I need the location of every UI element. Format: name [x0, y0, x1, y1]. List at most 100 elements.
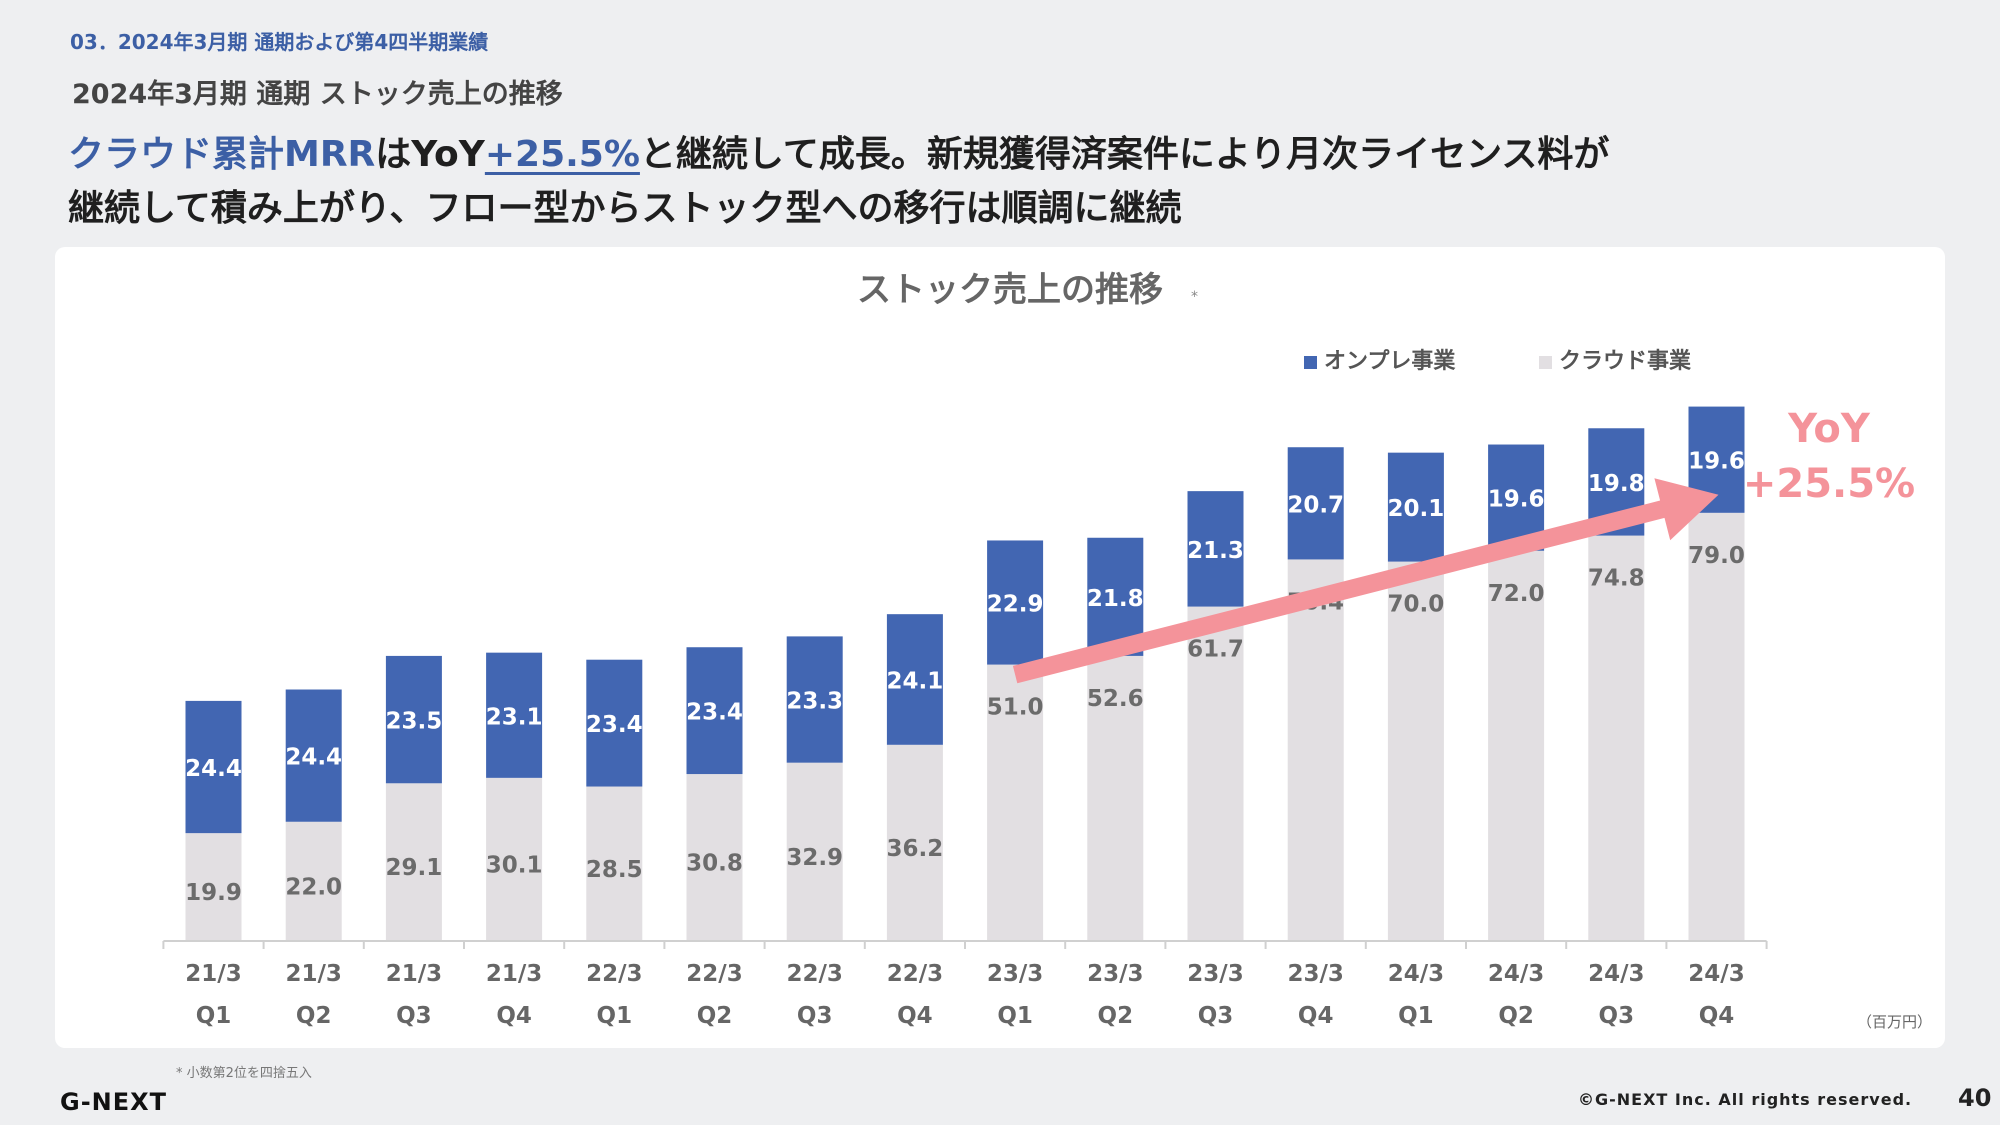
data-label-onpre: 19.6: [1488, 487, 1545, 513]
data-label-cloud: 29.1: [386, 855, 443, 881]
data-label-onpre: 21.8: [1087, 586, 1144, 612]
data-label-cloud: 36.2: [887, 836, 944, 862]
data-label-onpre: 21.3: [1187, 538, 1244, 564]
bar-cloud: [786, 762, 843, 941]
x-tick-label-quarter: Q4: [897, 1003, 933, 1029]
headline-line-2: 継続して積み上がり、フロー型からストック型への移行は順調に継続: [68, 188, 1182, 229]
x-tick-label-year: 22/3: [887, 961, 943, 987]
x-tick-label-quarter: Q2: [1498, 1003, 1534, 1029]
bar-cloud: [1688, 512, 1745, 941]
x-tick-label-quarter: Q2: [296, 1003, 332, 1029]
data-label-cloud: 22.0: [285, 874, 342, 900]
bar-onpre: [285, 689, 342, 822]
x-tick-label-quarter: Q1: [1398, 1003, 1434, 1029]
bar-onpre: [987, 540, 1044, 665]
x-tick-label-year: 21/3: [386, 961, 442, 987]
bar-cloud: [1387, 561, 1444, 941]
page-number: 40: [1958, 1084, 1992, 1112]
stock-revenue-chart: ストック売上の推移 * オンプレ事業 クラウド事業 19.9 24.4 21/3 Q1 22.0…: [162, 270, 1932, 1031]
x-tick-label-quarter: Q3: [1599, 1003, 1635, 1029]
growth-arrow: [1012, 478, 1719, 684]
company-logo: G-NEXT: [60, 1088, 168, 1116]
bar-cloud: [486, 777, 543, 941]
bar-onpre: [586, 659, 643, 787]
data-label-cloud: 30.8: [686, 851, 743, 877]
bar-cloud: [1488, 550, 1545, 941]
x-tick-label-year: 23/3: [1187, 961, 1243, 987]
bar-cloud: [586, 786, 643, 941]
data-label-onpre: 23.4: [686, 700, 743, 726]
x-tick-label-year: 24/3: [1688, 961, 1744, 987]
x-tick-label-year: 22/3: [786, 961, 842, 987]
x-tick-label-year: 22/3: [686, 961, 742, 987]
headline-line-1: クラウド累計MRRはYoY+25.5%と継続して成長。新規獲得済案件により月次ラ…: [68, 128, 1968, 182]
headline: クラウド累計MRRはYoY+25.5%と継続して成長。新規獲得済案件により月次ラ…: [68, 128, 1968, 236]
bar-cloud: [1187, 606, 1244, 941]
x-tick-label-year: 23/3: [1087, 961, 1143, 987]
copyright: ©G-NEXT Inc. All rights reserved.: [1578, 1090, 1913, 1109]
data-label-cloud: 51.0: [987, 695, 1044, 721]
data-label-cloud: 52.6: [1087, 686, 1144, 712]
chart-title: ストック売上の推移: [857, 270, 1163, 310]
bar-cloud: [886, 744, 943, 941]
bar-onpre: [1187, 491, 1244, 607]
data-label-cloud: 32.9: [786, 845, 843, 871]
bar-cloud: [385, 783, 442, 941]
annotation-yoy: YoY: [1787, 406, 1871, 452]
bar-onpre: [185, 700, 242, 834]
data-label-cloud: 30.1: [486, 852, 543, 878]
data-label-onpre: 23.5: [386, 709, 443, 735]
data-label-cloud: 61.7: [1187, 637, 1244, 663]
data-label-cloud: 28.5: [586, 857, 643, 883]
legend-label-onpre: オンプレ事業: [1324, 348, 1456, 374]
x-tick-label-quarter: Q4: [1298, 1003, 1334, 1029]
data-label-onpre: 24.4: [285, 745, 342, 771]
x-tick-label-year: 21/3: [486, 961, 542, 987]
x-tick-label-quarter: Q1: [196, 1003, 232, 1029]
headline-growth-rate: +25.5%: [484, 134, 640, 175]
data-label-cloud: 79.0: [1688, 543, 1745, 569]
data-label-cloud: 72.0: [1488, 581, 1545, 607]
data-label-cloud: 19.9: [185, 880, 242, 906]
chart-title-marker: *: [1191, 289, 1198, 305]
data-label-onpre: 24.1: [887, 668, 944, 694]
data-label-onpre: 20.7: [1287, 492, 1344, 518]
headline-text-b: と継続して成長。新規獲得済案件により月次ライセンス料が: [639, 134, 1610, 175]
x-tick-label-quarter: Q3: [797, 1003, 833, 1029]
bar-cloud: [987, 664, 1044, 941]
headline-highlight: クラウド累計MRR: [68, 134, 376, 175]
data-label-onpre: 19.6: [1688, 449, 1745, 475]
section-label: 03．2024年3月期 通期および第4四半期業績: [70, 30, 489, 54]
x-tick-label-quarter: Q1: [997, 1003, 1033, 1029]
x-tick-label-year: 23/3: [1287, 961, 1343, 987]
chart-card: ストック売上の推移 * オンプレ事業 クラウド事業 19.9 24.4 21/3 Q1 22.0…: [55, 247, 1945, 1048]
x-tick-label-quarter: Q3: [1198, 1003, 1234, 1029]
unit-label: （百万円）: [1857, 1013, 1932, 1031]
bar-onpre: [786, 636, 843, 763]
bar-onpre: [486, 652, 543, 778]
data-label-cloud: 74.8: [1588, 566, 1645, 592]
x-tick-label-quarter: Q4: [1699, 1003, 1735, 1029]
x-tick-label-year: 21/3: [285, 961, 341, 987]
legend-swatch-cloud: [1539, 356, 1552, 369]
x-tick-label-quarter: Q2: [697, 1003, 733, 1029]
bar-onpre: [686, 647, 743, 775]
bar-onpre: [385, 655, 442, 784]
data-label-onpre: 20.1: [1388, 496, 1445, 522]
data-label-onpre: 22.9: [987, 592, 1044, 618]
bar-onpre: [1387, 452, 1444, 562]
bar-cloud: [686, 774, 743, 941]
x-tick-label-year: 21/3: [185, 961, 241, 987]
x-tick-label-year: 23/3: [987, 961, 1043, 987]
bar-onpre: [886, 614, 943, 745]
x-tick-label-year: 24/3: [1388, 961, 1444, 987]
x-tick-label-quarter: Q1: [597, 1003, 633, 1029]
footnote: * 小数第2位を四捨五入: [176, 1066, 312, 1081]
x-tick-label-quarter: Q3: [396, 1003, 432, 1029]
data-label-cloud: 70.0: [1388, 592, 1445, 618]
annotation-growth: +25.5%: [1743, 461, 1915, 507]
bar-cloud: [185, 833, 242, 941]
bar-cloud: [1087, 655, 1144, 941]
legend-swatch-onpre: [1304, 356, 1317, 369]
x-tick-label-quarter: Q2: [1098, 1003, 1134, 1029]
